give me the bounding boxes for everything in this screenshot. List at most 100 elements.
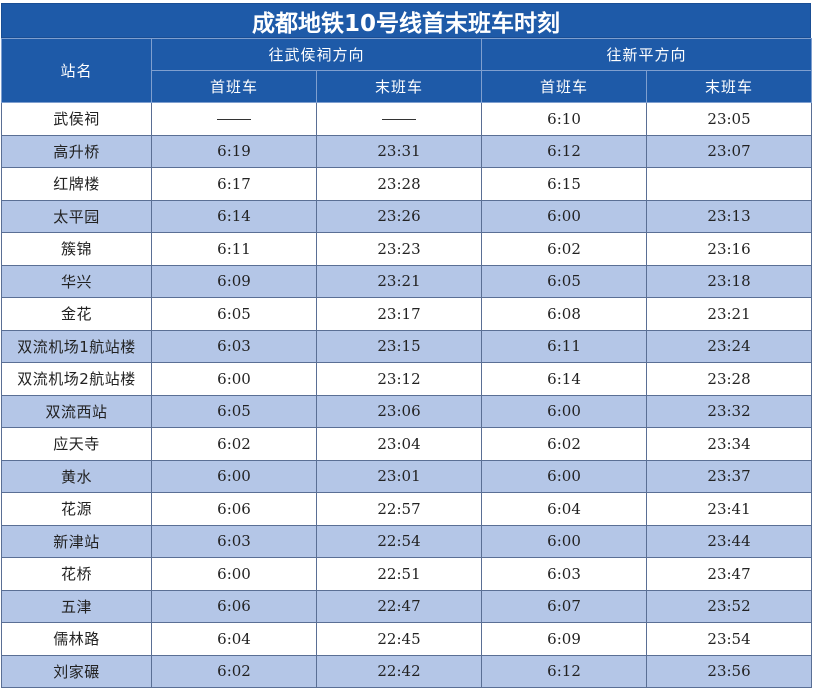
time-cell: 23:23 xyxy=(315,232,483,266)
time-cell: 23:32 xyxy=(646,394,813,428)
time-cell: 6:05 xyxy=(151,297,317,331)
table-row: 花桥 6:00 22:51 6:03 23:47 xyxy=(1,557,813,591)
table-row: 武侯祠 6:10 23:05 xyxy=(1,102,813,136)
table-row: 双流西站 6:05 23:06 6:00 23:32 xyxy=(1,394,813,428)
time-cell: 6:06 xyxy=(151,492,317,526)
table-row: 金花 6:05 23:17 6:08 23:21 xyxy=(1,297,813,331)
station-name: 金花 xyxy=(1,297,152,331)
time-cell: 23:52 xyxy=(646,589,813,623)
direction-xinping-header: 往新平方向 xyxy=(481,38,813,71)
time-cell: 23:24 xyxy=(646,329,813,363)
time-cell: 22:47 xyxy=(315,589,483,623)
time-cell: 6:03 xyxy=(151,524,317,558)
time-cell: 23:28 xyxy=(315,167,483,201)
time-cell: 6:00 xyxy=(481,524,648,558)
table-row: 花源 6:06 22:57 6:04 23:41 xyxy=(1,492,813,526)
station-name: 双流机场1航站楼 xyxy=(1,329,152,363)
table-row: 新津站 6:03 22:54 6:00 23:44 xyxy=(1,524,813,558)
time-cell: 23:28 xyxy=(646,362,813,396)
time-cell: 22:45 xyxy=(315,622,483,656)
timetable: 成都地铁10号线首末班车时刻 站名 往武侯祠方向 往新平方向 首班车 末班车 首… xyxy=(1,3,813,688)
station-name: 刘家碾 xyxy=(1,654,152,688)
time-cell: 22:42 xyxy=(315,654,483,688)
station-name: 武侯祠 xyxy=(1,102,152,136)
time-cell: 23:31 xyxy=(315,134,483,168)
time-cell: 6:14 xyxy=(151,199,317,233)
table-row: 高升桥 6:19 23:31 6:12 23:07 xyxy=(1,134,813,168)
time-cell: 23:21 xyxy=(646,297,813,331)
station-name: 新津站 xyxy=(1,524,152,558)
last-train-header: 末班车 xyxy=(646,70,813,103)
time-cell: 6:15 xyxy=(481,167,648,201)
time-cell xyxy=(646,167,813,201)
station-name: 高升桥 xyxy=(1,134,152,168)
station-name: 双流机场2航站楼 xyxy=(1,362,152,396)
time-cell: 6:00 xyxy=(151,557,317,591)
time-cell: 6:02 xyxy=(151,654,317,688)
time-cell: 6:05 xyxy=(481,264,648,298)
station-name: 双流西站 xyxy=(1,394,152,428)
time-cell: 6:09 xyxy=(151,264,317,298)
time-cell: 23:12 xyxy=(315,362,483,396)
table-row: 簇锦 6:11 23:23 6:02 23:16 xyxy=(1,232,813,266)
dash-mark xyxy=(382,119,416,121)
station-name: 红牌楼 xyxy=(1,167,152,201)
time-cell: 23:56 xyxy=(646,654,813,688)
time-cell: 6:19 xyxy=(151,134,317,168)
time-cell: 23:16 xyxy=(646,232,813,266)
station-name: 五津 xyxy=(1,589,152,623)
table-row: 黄水 6:00 23:01 6:00 23:37 xyxy=(1,459,813,493)
time-cell: 23:26 xyxy=(315,199,483,233)
time-cell: 23:37 xyxy=(646,459,813,493)
time-cell: 23:01 xyxy=(315,459,483,493)
first-train-header: 首班车 xyxy=(151,70,317,103)
table-row: 双流机场2航站楼 6:00 23:12 6:14 23:28 xyxy=(1,362,813,396)
station-name: 应天寺 xyxy=(1,427,152,461)
time-cell: 23:54 xyxy=(646,622,813,656)
time-cell: 23:15 xyxy=(315,329,483,363)
time-cell: 6:04 xyxy=(151,622,317,656)
time-cell: 6:12 xyxy=(481,654,648,688)
table-row: 双流机场1航站楼 6:03 23:15 6:11 23:24 xyxy=(1,329,813,363)
time-cell: 23:44 xyxy=(646,524,813,558)
time-cell: 23:13 xyxy=(646,199,813,233)
table-row: 华兴 6:09 23:21 6:05 23:18 xyxy=(1,264,813,298)
no-service-dash xyxy=(315,102,483,136)
time-cell: 22:57 xyxy=(315,492,483,526)
station-header: 站名 xyxy=(1,38,152,103)
last-train-header: 末班车 xyxy=(315,70,483,103)
time-cell: 6:09 xyxy=(481,622,648,656)
station-name: 太平园 xyxy=(1,199,152,233)
time-cell: 22:51 xyxy=(315,557,483,591)
time-cell: 6:07 xyxy=(481,589,648,623)
table-row: 儒林路 6:04 22:45 6:09 23:54 xyxy=(1,622,813,656)
time-cell: 23:21 xyxy=(315,264,483,298)
time-cell: 6:14 xyxy=(481,362,648,396)
time-cell: 6:00 xyxy=(151,459,317,493)
station-name: 黄水 xyxy=(1,459,152,493)
time-cell: 6:00 xyxy=(481,199,648,233)
schedule-table: 站名 往武侯祠方向 往新平方向 首班车 末班车 首班车 末班车 武侯祠 6:10… xyxy=(1,38,813,688)
time-cell: 6:02 xyxy=(151,427,317,461)
time-cell: 6:03 xyxy=(481,557,648,591)
time-cell: 23:18 xyxy=(646,264,813,298)
time-cell: 23:17 xyxy=(315,297,483,331)
time-cell: 6:10 xyxy=(481,102,648,136)
time-cell: 23:47 xyxy=(646,557,813,591)
table-row: 刘家碾 6:02 22:42 6:12 23:56 xyxy=(1,654,813,688)
time-cell: 6:06 xyxy=(151,589,317,623)
time-cell: 6:02 xyxy=(481,427,648,461)
time-cell: 6:08 xyxy=(481,297,648,331)
time-cell: 23:06 xyxy=(315,394,483,428)
first-train-header: 首班车 xyxy=(481,70,648,103)
time-cell: 6:11 xyxy=(151,232,317,266)
time-cell: 23:41 xyxy=(646,492,813,526)
station-name: 华兴 xyxy=(1,264,152,298)
dash-mark xyxy=(217,119,251,121)
time-cell: 6:11 xyxy=(481,329,648,363)
table-row: 红牌楼 6:17 23:28 6:15 xyxy=(1,167,813,201)
table-row: 五津 6:06 22:47 6:07 23:52 xyxy=(1,589,813,623)
station-name: 儒林路 xyxy=(1,622,152,656)
time-cell: 23:07 xyxy=(646,134,813,168)
direction-wuhouci-header: 往武侯祠方向 xyxy=(150,38,483,71)
